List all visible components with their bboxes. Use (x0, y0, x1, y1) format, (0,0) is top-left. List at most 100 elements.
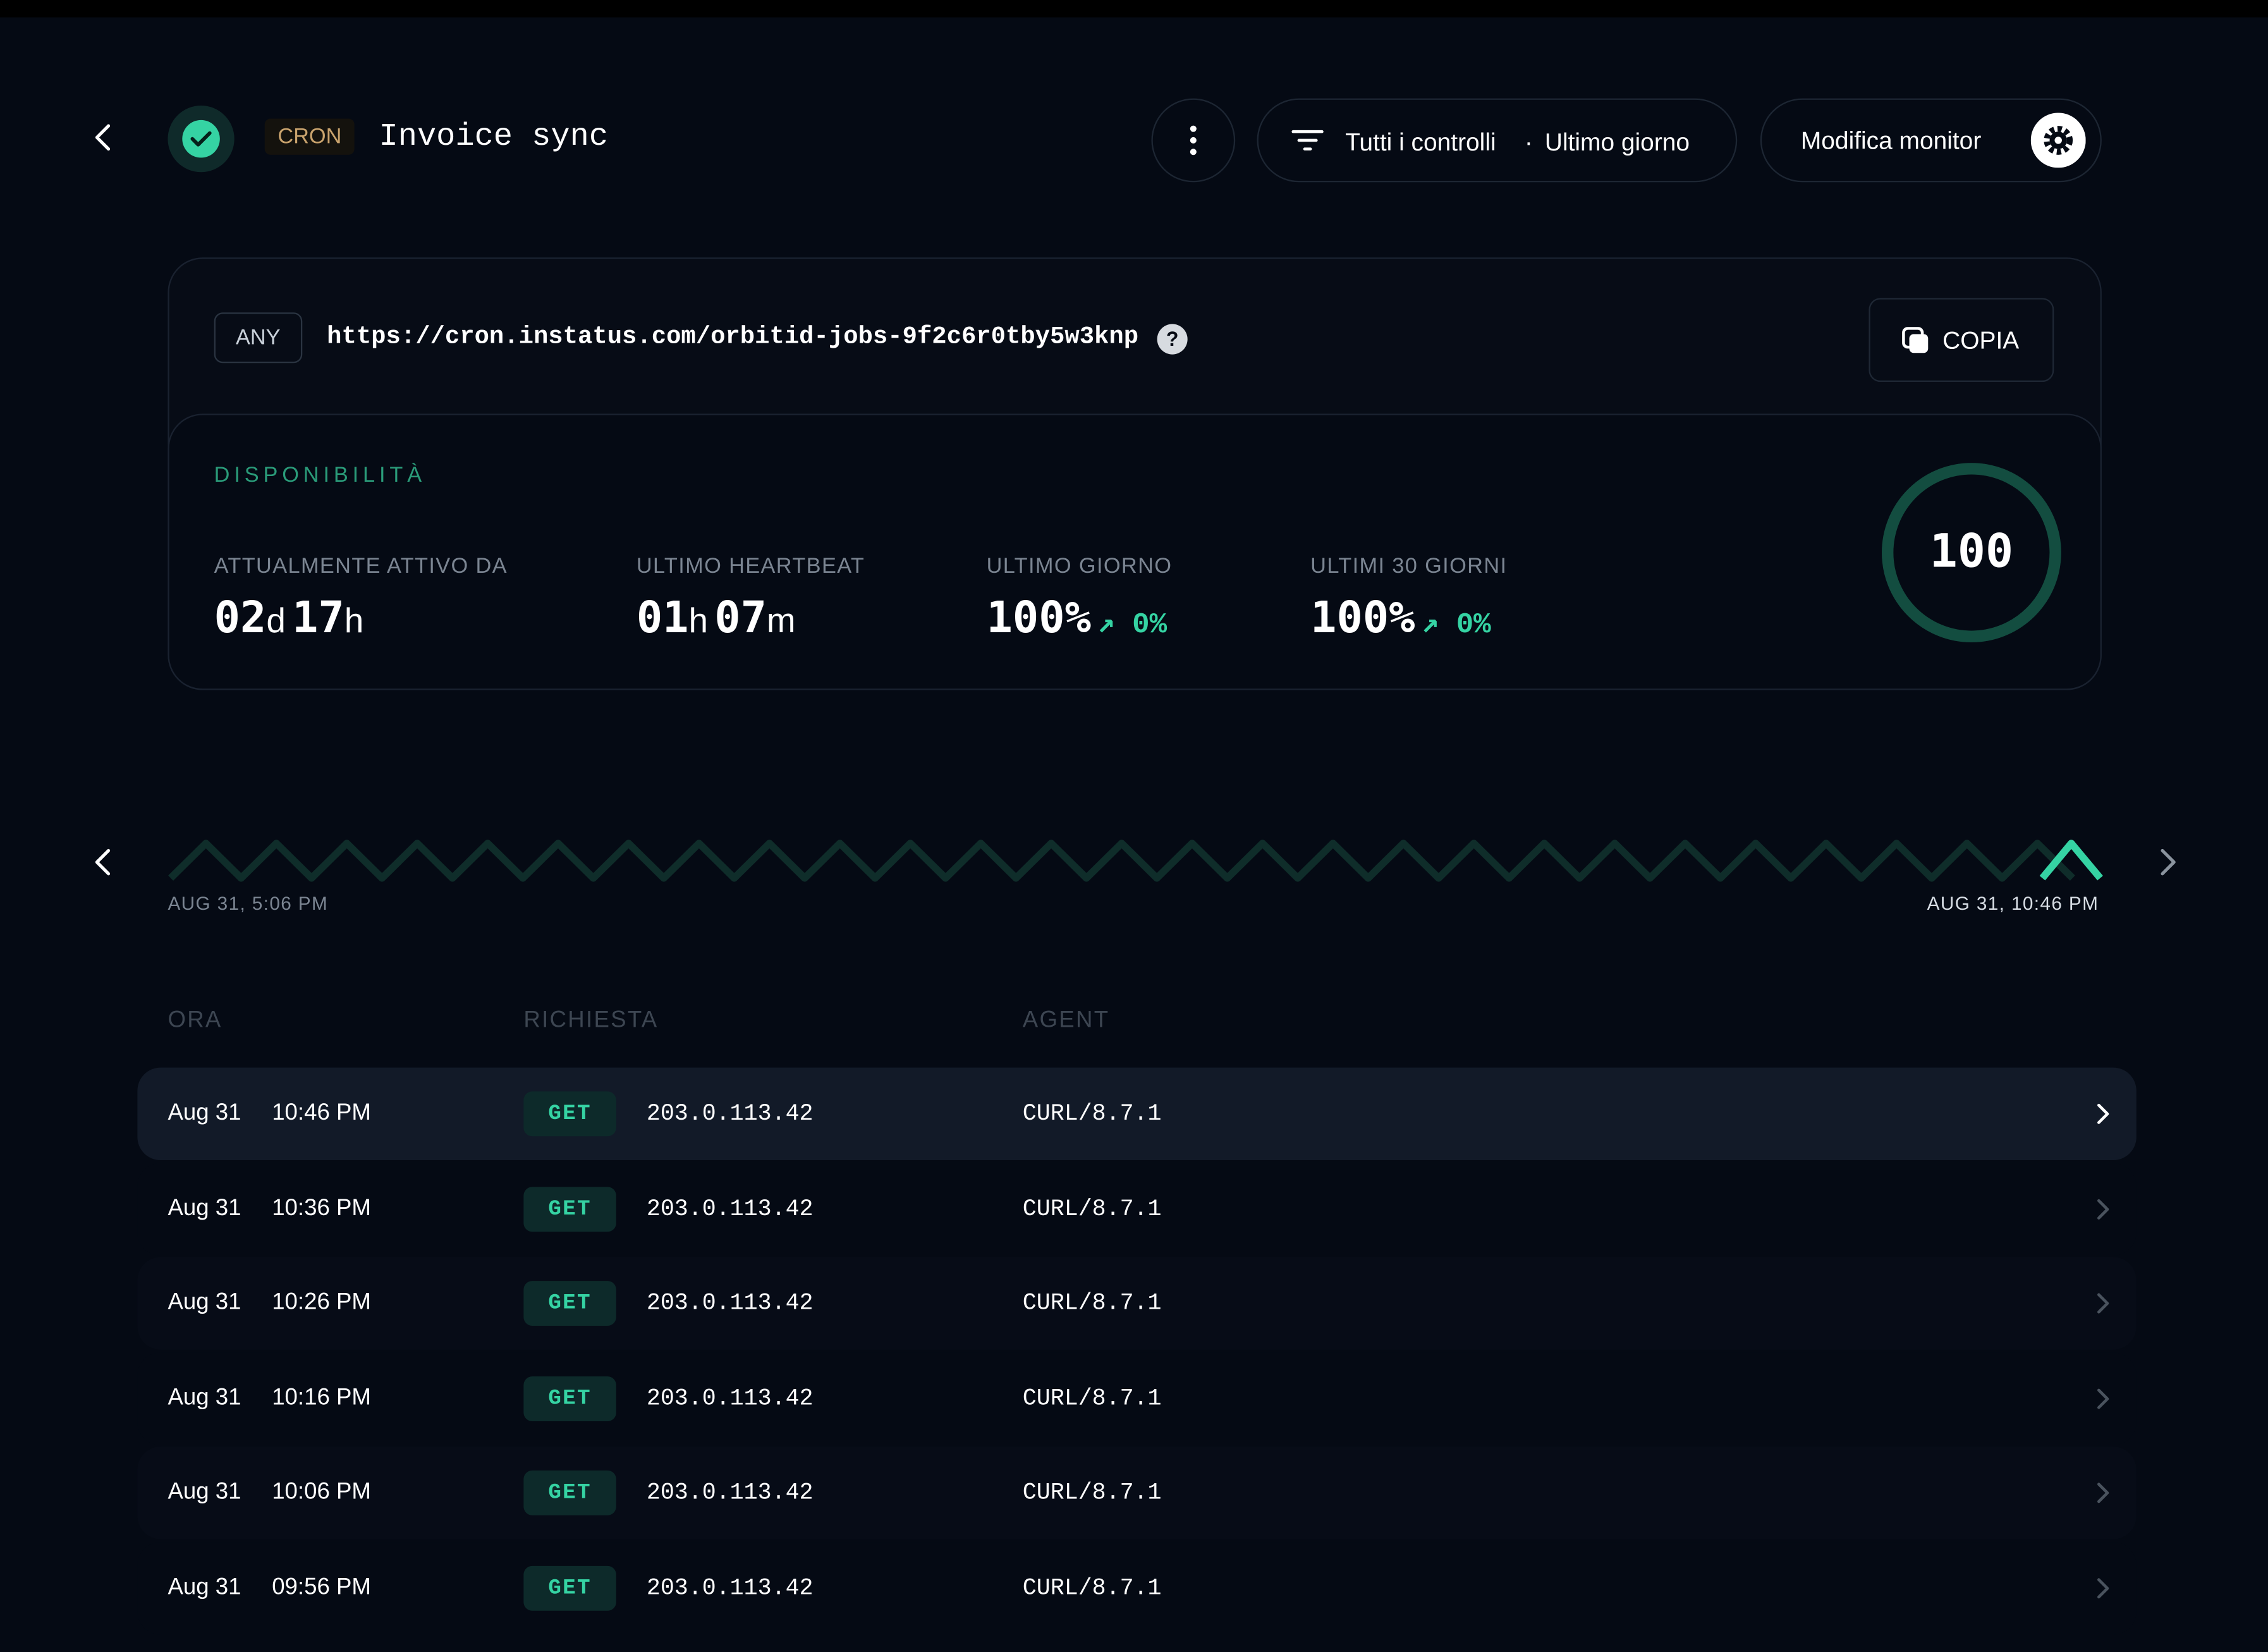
stat-value: 100% ↗ 0% (1310, 593, 1491, 644)
row-chevron (2097, 1483, 2109, 1503)
stat-value: 02d 17h (214, 593, 364, 644)
settings-icon (2030, 113, 2086, 168)
help-icon[interactable]: ? (1157, 324, 1188, 355)
time: 10:46 PM (272, 1101, 371, 1126)
prev-button[interactable] (87, 845, 121, 879)
filter-button[interactable]: Tutti i controlli · Ultimo giorno (1257, 98, 1738, 183)
date: Aug 31 (168, 1574, 241, 1600)
method-badge: GET (523, 1375, 616, 1421)
row-chevron (2097, 1293, 2109, 1314)
method-badge: GET (523, 1565, 616, 1610)
ip-address: 203.0.113.42 (646, 1196, 814, 1222)
ip-address: 203.0.113.42 (646, 1385, 814, 1412)
date: Aug 31 (168, 1479, 241, 1505)
filter-label: Tutti i controlli (1345, 128, 1496, 157)
unit: h (688, 601, 709, 641)
agent: CURL/8.7.1 (1022, 1101, 1162, 1127)
method-badge: GET (523, 1091, 616, 1137)
availability-title: DISPONIBILITÀ (214, 463, 426, 488)
timeline-start: AUG 31, 5:06 PM (168, 892, 329, 915)
value: 17 (292, 593, 344, 644)
stat-label: ULTIMO HEARTBEAT (636, 554, 865, 579)
stat-label: ULTIMO GIORNO (986, 554, 1173, 579)
column-header: RICHIESTA (523, 1008, 659, 1033)
time: 10:26 PM (272, 1290, 371, 1315)
change: ↗ 0% (1097, 609, 1168, 642)
stat-label: ATTUALMENTE ATTIVO DA (214, 554, 508, 579)
period-label: Ultimo giorno (1544, 128, 1690, 157)
back-button[interactable] (87, 120, 121, 155)
method-badge: GET (523, 1281, 616, 1326)
date: Aug 31 (168, 1290, 241, 1315)
change: ↗ 0% (1421, 609, 1491, 642)
table-row[interactable]: Aug 31 09:56 PM GET 203.0.113.42 CURL/8.7.1 (137, 1541, 2137, 1634)
wave-line (168, 840, 2075, 882)
stat-value: 100% ↗ 0% (987, 593, 1167, 644)
row-chevron (2097, 1103, 2109, 1124)
table-row[interactable]: Aug 31 10:46 PM GET 203.0.113.42 CURL/8.7.1 (137, 1067, 2137, 1161)
table-row[interactable]: Aug 31 10:26 PM GET 203.0.113.42 CURL/8.7.1 (137, 1257, 2137, 1350)
monitor-title: Invoice sync (379, 118, 609, 155)
value: 07 (714, 593, 767, 644)
ip-address: 203.0.113.42 (646, 1101, 814, 1127)
stat-value: 01h 07m (637, 593, 796, 644)
method-badge: GET (523, 1186, 616, 1232)
top-bar (0, 0, 2268, 18)
method-badge: GET (523, 1470, 616, 1515)
change-value: 0% (1132, 609, 1168, 642)
date: Aug 31 (168, 1196, 241, 1221)
more-icon (1190, 125, 1197, 156)
score: 100 (1930, 524, 2013, 578)
column-header: ORA (168, 1008, 223, 1033)
time: 10:06 PM (272, 1479, 371, 1505)
timeline-end: AUG 31, 10:46 PM (1927, 892, 2099, 915)
time: 10:16 PM (272, 1385, 371, 1410)
separator: · (1524, 128, 1533, 157)
filter-icon (1291, 130, 1324, 150)
availability-panel (168, 413, 2102, 690)
date: Aug 31 (168, 1385, 241, 1410)
more-button[interactable] (1151, 98, 1236, 183)
table-row[interactable]: Aug 31 10:06 PM GET 203.0.113.42 CURL/8.7.1 (137, 1447, 2137, 1539)
table-row[interactable]: Aug 31 10:36 PM GET 203.0.113.42 CURL/8.7.1 (137, 1162, 2137, 1255)
table-row[interactable]: Aug 31 10:16 PM GET 203.0.113.42 CURL/8.7.1 (137, 1352, 2137, 1445)
date: Aug 31 (168, 1101, 241, 1126)
edit-label: Modifica monitor (1800, 127, 1982, 155)
edit-button[interactable]: Modifica monitor (1760, 98, 2102, 183)
copy-icon (1902, 327, 1929, 353)
ip-address: 203.0.113.42 (646, 1290, 814, 1317)
value: 02 (214, 593, 267, 644)
change-value: 0% (1456, 609, 1491, 642)
row-chevron (2097, 1198, 2109, 1219)
value: 01 (636, 593, 689, 644)
type-badge: CRON (264, 118, 355, 155)
row-chevron (2097, 1388, 2109, 1409)
value: 100% (1310, 593, 1415, 644)
ip-address: 203.0.113.42 (646, 1479, 814, 1506)
unit: d (266, 601, 286, 641)
agent: CURL/8.7.1 (1022, 1196, 1162, 1222)
stat-label: ULTIMI 30 GIORNI (1310, 554, 1508, 579)
unit: h (344, 601, 364, 641)
copy-button[interactable]: COPIA (1869, 298, 2054, 382)
method-badge: ANY (214, 312, 302, 364)
timeline-wave (168, 840, 2103, 882)
copy-label: COPIA (1942, 327, 2020, 355)
column-header: AGENT (1022, 1008, 1110, 1033)
row-chevron (2097, 1577, 2109, 1598)
agent: CURL/8.7.1 (1022, 1574, 1162, 1601)
agent: CURL/8.7.1 (1022, 1385, 1162, 1412)
unit: m (766, 601, 796, 641)
status-icon (168, 106, 235, 173)
agent: CURL/8.7.1 (1022, 1290, 1162, 1317)
value: 100% (986, 593, 1091, 644)
score-ring: 100 (1882, 463, 2061, 642)
time: 10:36 PM (272, 1196, 371, 1221)
time: 09:56 PM (272, 1574, 371, 1600)
ip-address: 203.0.113.42 (646, 1574, 814, 1601)
endpoint-url: https://cron.instatus.com/orbitid-jobs-9… (327, 324, 1139, 352)
ring-arc (1882, 463, 2061, 642)
next-button[interactable] (2149, 845, 2184, 879)
